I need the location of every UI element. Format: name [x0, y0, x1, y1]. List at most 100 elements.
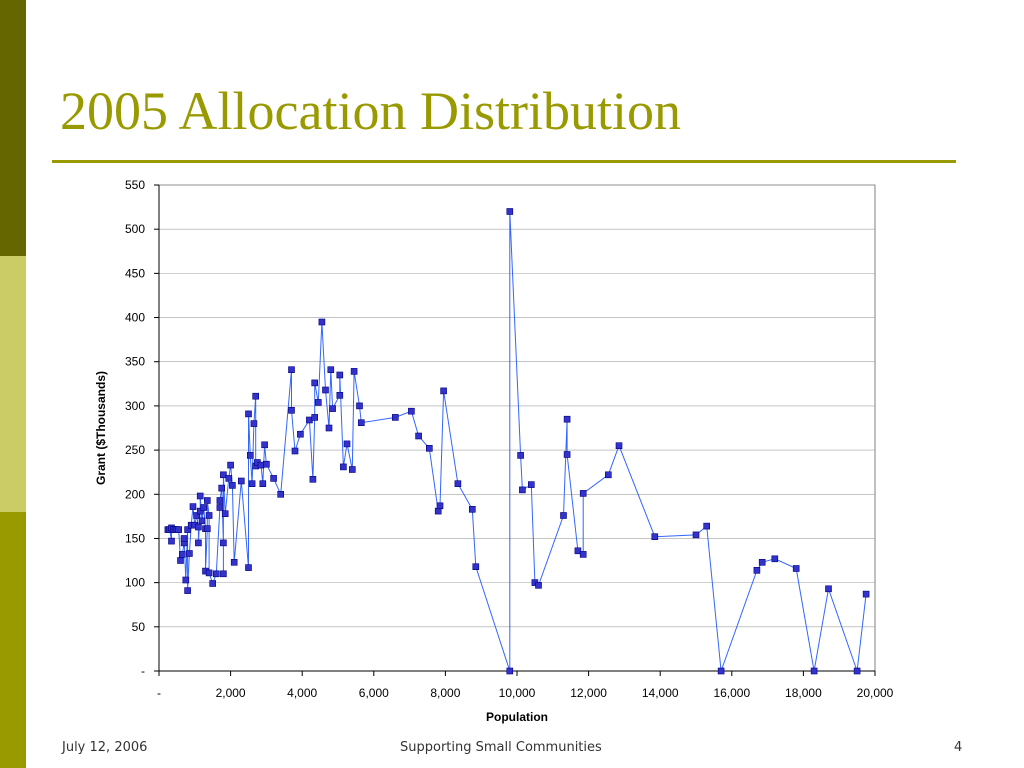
y-tick-label: 200 [125, 487, 145, 501]
data-point [336, 371, 344, 379]
data-point [252, 392, 259, 400]
data-point [717, 667, 725, 675]
footer-date: July 12, 2006 [62, 740, 148, 755]
data-point [468, 505, 476, 513]
y-tick-label: 550 [125, 178, 145, 192]
data-point [259, 480, 267, 488]
data-point [604, 471, 612, 479]
data-point [651, 533, 659, 541]
data-point [227, 461, 234, 469]
data-point [291, 447, 299, 455]
sidebar-block-middle [0, 256, 26, 512]
data-point [216, 504, 224, 511]
data-point [213, 570, 220, 578]
data-point [579, 490, 587, 497]
data-point [343, 440, 351, 448]
data-point [535, 581, 542, 589]
data-point [862, 590, 870, 598]
sidebar-block-bottom [0, 512, 26, 768]
data-point [350, 368, 358, 375]
data-point [771, 555, 779, 563]
data-point [288, 406, 295, 414]
data-point [440, 387, 447, 395]
x-tick-label: 18,000 [785, 686, 822, 700]
data-point [753, 566, 761, 574]
data-point [220, 539, 227, 547]
data-point [415, 432, 422, 440]
data-point [527, 481, 535, 488]
x-tick-label: 2,000 [216, 686, 246, 700]
data-point [193, 512, 200, 519]
data-point [408, 407, 415, 415]
data-point [311, 379, 319, 387]
data-point [221, 510, 229, 518]
y-tick-label: 300 [125, 399, 145, 413]
data-point [245, 410, 252, 418]
data-point [329, 405, 336, 412]
y-tick-label: - [141, 664, 145, 678]
data-point [205, 569, 213, 577]
y-tick-label: 100 [125, 576, 145, 590]
data-point [322, 386, 329, 394]
data-point [519, 486, 526, 494]
data-point [196, 507, 204, 515]
data-point [238, 477, 245, 485]
data-point [853, 667, 861, 675]
data-point [205, 512, 213, 519]
data-point [179, 551, 186, 558]
data-point [563, 415, 571, 423]
data-point [314, 399, 322, 406]
data-point [692, 531, 700, 539]
data-point [327, 366, 335, 374]
data-point [425, 444, 433, 452]
data-point [263, 460, 270, 468]
data-point [615, 442, 623, 450]
data-point [168, 537, 175, 545]
data-point [336, 391, 344, 399]
footer-center-text: Supporting Small Communities [400, 740, 602, 755]
data-point [230, 558, 238, 566]
data-point [506, 208, 514, 215]
data-point [198, 517, 206, 525]
chart: - 50 100 150 200 250 300 350 400 450 500 550 - 2,000 4… [94, 178, 894, 724]
sidebar-block-top [0, 0, 26, 256]
data-point [454, 480, 462, 488]
data-point [229, 482, 236, 489]
data-point [340, 463, 347, 471]
data-point [186, 550, 193, 557]
y-tick-label: 400 [125, 311, 145, 325]
x-tick-label: 6,000 [359, 686, 389, 700]
data-point [348, 466, 356, 473]
data-point [810, 667, 818, 675]
data-point [288, 366, 295, 374]
x-axis-title: Population [486, 710, 548, 724]
data-point [225, 475, 233, 482]
sidebar-decoration [0, 0, 26, 768]
data-point [248, 480, 256, 488]
x-tick-label: 20,000 [857, 686, 894, 700]
data-point [270, 475, 277, 482]
data-point [309, 475, 317, 483]
y-tick-label: 500 [125, 222, 145, 236]
data-point [356, 402, 363, 410]
data-point [204, 497, 211, 504]
data-point [184, 526, 191, 533]
data-point [245, 564, 252, 571]
data-point [247, 452, 254, 459]
data-point [758, 558, 766, 566]
data-point [261, 441, 268, 449]
data-point [189, 503, 197, 510]
data-point [195, 539, 202, 547]
data-point [517, 452, 524, 459]
y-tick-label: 150 [125, 531, 145, 545]
data-point [325, 424, 333, 432]
data-point [563, 451, 571, 458]
x-tick-label: - [157, 686, 161, 700]
data-point [579, 551, 587, 558]
x-tick-label: 4,000 [287, 686, 317, 700]
y-tick-label: 250 [125, 443, 145, 457]
data-point [574, 547, 582, 555]
data-point [220, 570, 227, 578]
data-point [825, 585, 832, 593]
data-point [175, 526, 182, 533]
